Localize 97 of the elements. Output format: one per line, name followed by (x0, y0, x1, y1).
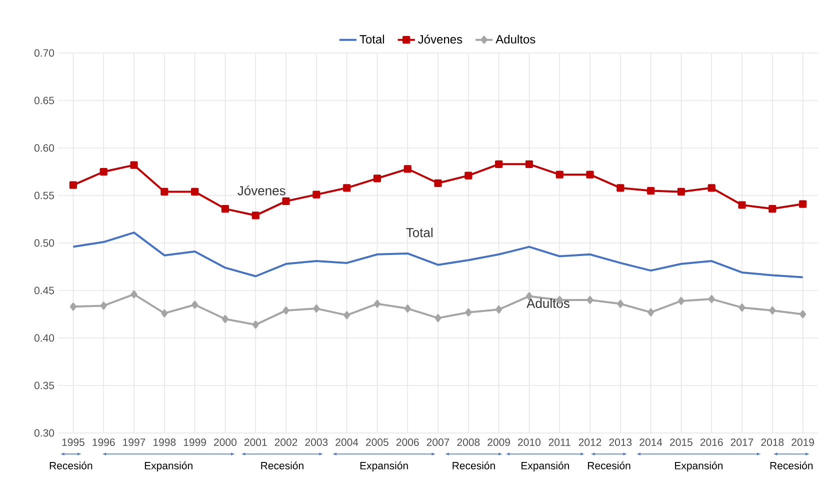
x-tick-label: 2001 (244, 438, 267, 446)
point (373, 174, 382, 182)
x-tick-label: 2003 (305, 438, 328, 446)
text: Recesión (588, 462, 630, 470)
point (677, 188, 686, 196)
x-tick-label: 2008 (457, 438, 480, 446)
x-tick-label: 1999 (184, 438, 206, 446)
point (130, 161, 138, 169)
point (130, 290, 138, 298)
point (160, 188, 168, 196)
point (282, 306, 290, 314)
x-tick-label: 2012 (578, 438, 602, 446)
text: Expansión (360, 462, 408, 472)
point (374, 300, 380, 308)
x-tick-label: 2018 (761, 438, 784, 446)
point (191, 188, 199, 196)
point (768, 204, 776, 213)
point (496, 305, 502, 314)
point (586, 170, 594, 178)
point (800, 310, 806, 318)
point (161, 309, 168, 318)
x-tick-label: 2016 (700, 438, 723, 446)
point (738, 201, 746, 209)
x-tick-label: 2007 (426, 438, 450, 446)
point (404, 304, 411, 313)
point (344, 311, 350, 320)
text: Recesión (50, 462, 92, 470)
y-tick-label: 0.65 (34, 96, 54, 104)
point (434, 314, 442, 322)
x-tick-label: 2004 (336, 438, 358, 446)
point (495, 160, 503, 168)
x-tick-label: 2014 (640, 438, 662, 446)
point (221, 204, 230, 213)
x-tick-label: 2000 (214, 438, 236, 446)
point (769, 306, 776, 314)
text: Recesión (770, 462, 813, 470)
point (100, 302, 107, 310)
x-tick-label: 1995 (62, 438, 84, 446)
x-tick-label: 2015 (670, 438, 692, 446)
point (738, 304, 746, 312)
point (312, 190, 320, 198)
point (343, 184, 351, 192)
x-tick-label: 2017 (730, 438, 754, 446)
y-tick-label: 0.45 (34, 286, 54, 294)
point (70, 302, 76, 311)
point (678, 296, 684, 305)
x-tick-label: 2006 (396, 438, 419, 446)
y-tick-label: 0.35 (34, 382, 54, 390)
point (525, 160, 534, 168)
y-tick-label: 0.50 (34, 239, 54, 247)
x-tick-label: 2019 (792, 438, 814, 446)
point (313, 304, 320, 313)
point (648, 308, 654, 316)
point (192, 300, 198, 309)
point (617, 300, 624, 308)
legend-label: Adultos (496, 34, 536, 44)
point (708, 184, 716, 192)
legend-label: Jóvenes (418, 34, 462, 44)
text: Adultos (526, 298, 570, 308)
x-tick-label: 1996 (92, 438, 115, 446)
x-tick-label: 2002 (274, 438, 298, 446)
point (69, 181, 78, 189)
point (586, 296, 594, 304)
y-tick-label: 0.70 (34, 49, 54, 57)
x-tick-label: 1997 (123, 438, 146, 446)
text: Expansión (675, 462, 723, 472)
point (222, 314, 228, 323)
y-tick-label: 0.55 (34, 192, 54, 200)
point (556, 170, 564, 178)
text: Total (406, 228, 432, 238)
text: Jóvenes (238, 186, 286, 196)
point (464, 172, 472, 180)
point (647, 186, 655, 195)
x-tick-label: 2010 (518, 438, 540, 446)
point (404, 165, 412, 173)
point (252, 212, 260, 220)
x-tick-label: 1998 (154, 438, 176, 446)
legend-label: Total (360, 34, 384, 44)
point (799, 200, 807, 208)
x-tick-label: 2009 (488, 438, 510, 446)
point (616, 184, 624, 192)
text: Expansión (522, 462, 569, 472)
point (100, 168, 108, 176)
point (434, 179, 442, 187)
point (465, 308, 472, 316)
text: Recesión (452, 462, 495, 470)
text: Recesión (261, 462, 304, 470)
x-tick-label: 2005 (366, 438, 388, 446)
y-tick-label: 0.60 (34, 144, 54, 152)
y-tick-label: 0.40 (34, 334, 54, 342)
point (252, 320, 259, 329)
point (708, 295, 715, 304)
y-tick-label: 0.30 (34, 429, 54, 437)
x-tick-label: 2011 (548, 438, 570, 446)
point (282, 197, 290, 205)
x-tick-label: 2013 (609, 438, 632, 446)
text: Expansión (144, 462, 192, 472)
